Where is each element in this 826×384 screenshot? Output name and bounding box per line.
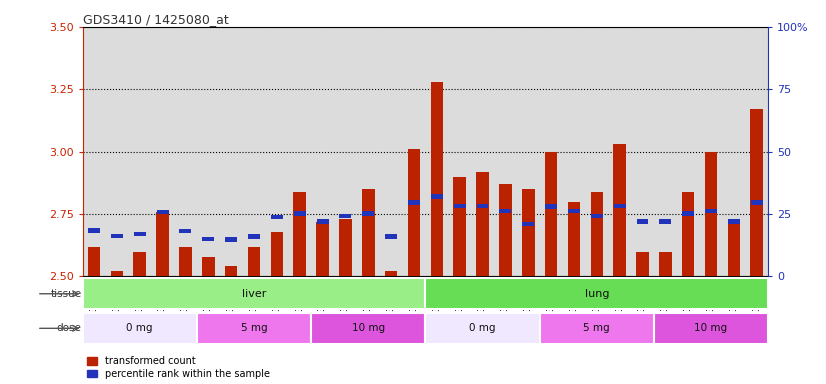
Bar — [539, 313, 654, 344]
Bar — [705, 209, 717, 214]
Bar — [682, 211, 694, 216]
Bar — [225, 237, 237, 242]
Bar — [363, 211, 374, 216]
Text: 0 mg: 0 mg — [126, 323, 153, 333]
Bar — [362, 189, 374, 276]
Bar — [453, 204, 466, 209]
Bar — [637, 219, 648, 224]
Bar — [293, 192, 306, 276]
Bar — [522, 189, 534, 276]
Bar — [197, 313, 311, 344]
Bar — [545, 204, 557, 209]
Bar — [408, 200, 420, 205]
Bar — [522, 222, 534, 226]
Bar — [248, 247, 260, 276]
Text: dose: dose — [57, 323, 82, 333]
Bar — [499, 184, 511, 276]
Text: lung: lung — [585, 289, 609, 299]
Bar — [111, 233, 123, 238]
Bar — [271, 232, 283, 276]
Text: GDS3410 / 1425080_at: GDS3410 / 1425080_at — [83, 13, 228, 26]
Bar — [156, 212, 169, 276]
Bar — [567, 202, 580, 276]
Bar — [83, 278, 425, 310]
Bar — [477, 172, 489, 276]
Bar — [311, 313, 425, 344]
Bar — [88, 228, 100, 233]
Bar — [202, 257, 215, 276]
Bar — [157, 210, 169, 214]
Text: 0 mg: 0 mg — [469, 323, 496, 333]
Text: tissue: tissue — [50, 289, 82, 299]
Bar — [316, 222, 329, 276]
Text: liver: liver — [242, 289, 266, 299]
Bar — [591, 214, 603, 218]
Bar — [728, 219, 740, 224]
Bar — [179, 247, 192, 276]
Text: 5 mg: 5 mg — [240, 323, 268, 333]
Bar — [636, 252, 648, 276]
Text: 10 mg: 10 mg — [695, 323, 728, 333]
Bar — [751, 200, 762, 205]
Bar — [316, 219, 329, 224]
Bar — [500, 209, 511, 214]
Bar — [477, 204, 488, 209]
Bar — [453, 177, 466, 276]
Bar — [339, 219, 352, 276]
Bar — [385, 271, 397, 276]
Bar — [728, 219, 740, 276]
Bar — [134, 252, 146, 276]
Text: 10 mg: 10 mg — [352, 323, 385, 333]
Bar — [111, 271, 123, 276]
Bar — [568, 209, 580, 214]
Bar — [654, 313, 768, 344]
Bar — [408, 149, 420, 276]
Bar — [294, 211, 306, 216]
Bar — [134, 232, 145, 236]
Bar — [248, 234, 260, 239]
Bar — [430, 82, 443, 276]
Bar — [751, 109, 763, 276]
Bar — [614, 204, 625, 209]
Bar — [179, 229, 192, 233]
Bar — [88, 247, 100, 276]
Bar — [705, 152, 717, 276]
Bar — [385, 234, 397, 239]
Bar — [431, 194, 443, 199]
Bar — [545, 152, 558, 276]
Bar — [659, 252, 672, 276]
Text: 5 mg: 5 mg — [583, 323, 610, 333]
Bar — [202, 237, 214, 241]
Bar — [425, 278, 768, 310]
Bar — [659, 219, 672, 224]
Bar — [271, 215, 282, 219]
Bar — [614, 144, 626, 276]
Bar — [591, 192, 603, 276]
Bar — [83, 313, 197, 344]
Bar — [425, 313, 539, 344]
Bar — [682, 192, 695, 276]
Legend: transformed count, percentile rank within the sample: transformed count, percentile rank withi… — [88, 356, 270, 379]
Bar — [225, 266, 237, 276]
Bar — [339, 214, 351, 218]
